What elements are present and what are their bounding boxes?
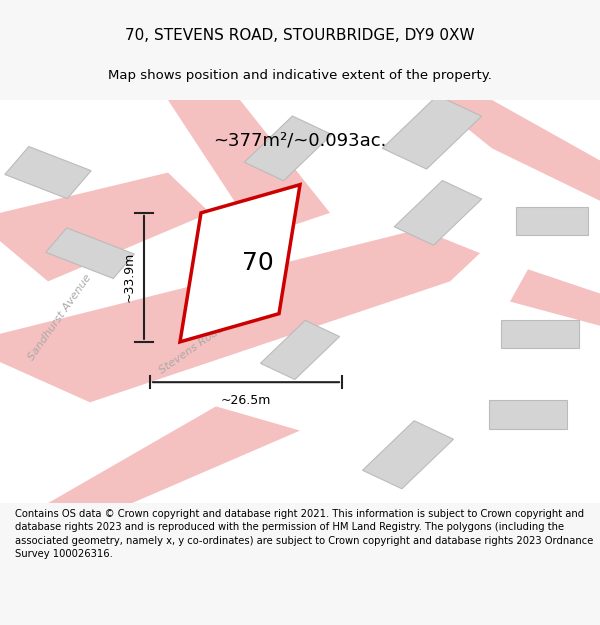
Polygon shape xyxy=(180,184,300,342)
Polygon shape xyxy=(516,207,588,235)
Polygon shape xyxy=(168,100,330,237)
Polygon shape xyxy=(260,321,340,379)
Text: Map shows position and indicative extent of the property.: Map shows position and indicative extent… xyxy=(108,69,492,81)
Text: ~377m²/~0.093ac.: ~377m²/~0.093ac. xyxy=(214,131,386,149)
Polygon shape xyxy=(510,269,600,326)
Polygon shape xyxy=(382,96,482,169)
Polygon shape xyxy=(432,100,600,201)
Polygon shape xyxy=(5,146,91,199)
Text: ~33.9m: ~33.9m xyxy=(122,253,136,302)
Polygon shape xyxy=(489,401,567,429)
Polygon shape xyxy=(0,173,210,281)
Text: Contains OS data © Crown copyright and database right 2021. This information is : Contains OS data © Crown copyright and d… xyxy=(15,509,593,559)
Text: 70: 70 xyxy=(242,251,274,275)
Polygon shape xyxy=(48,406,300,503)
Text: ~26.5m: ~26.5m xyxy=(221,394,271,407)
Polygon shape xyxy=(244,116,332,181)
Polygon shape xyxy=(362,421,454,489)
Polygon shape xyxy=(394,181,482,245)
Polygon shape xyxy=(46,228,134,279)
Polygon shape xyxy=(0,229,480,402)
Text: Sandhurst Avenue: Sandhurst Avenue xyxy=(26,273,94,362)
Text: 70, STEVENS ROAD, STOURBRIDGE, DY9 0XW: 70, STEVENS ROAD, STOURBRIDGE, DY9 0XW xyxy=(125,28,475,43)
Text: Stevens Road: Stevens Road xyxy=(158,324,226,376)
Polygon shape xyxy=(501,320,579,348)
